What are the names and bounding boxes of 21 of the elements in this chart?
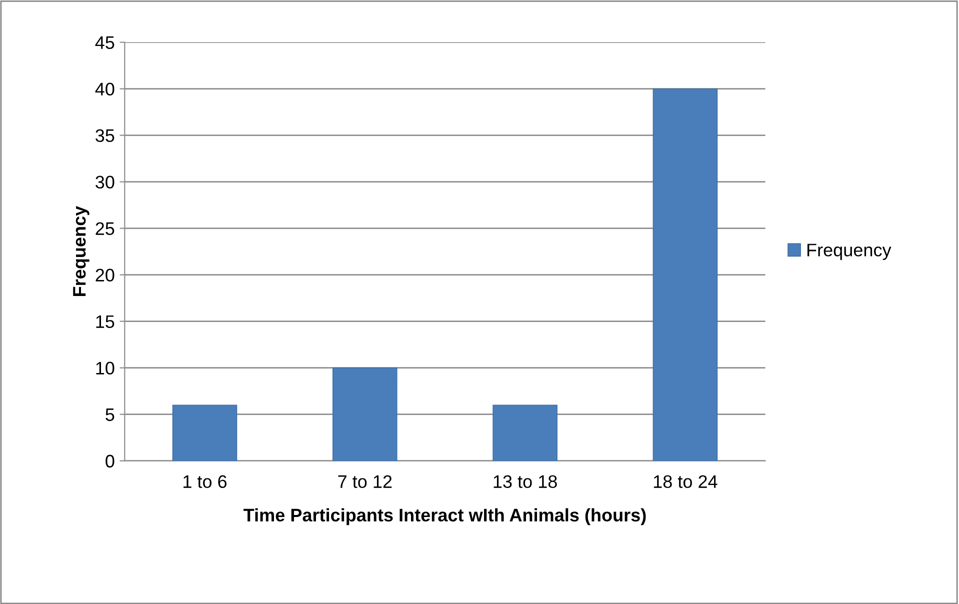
x-tick-label: 18 to 24 <box>654 475 718 488</box>
x-axis-title: Time Participants Interact wIth Animals (hours) <box>244 508 646 526</box>
y-tick-label: 45 <box>95 36 114 49</box>
bar <box>652 88 718 461</box>
y-tick-label: 20 <box>96 268 114 282</box>
y-tick-label: 0 <box>106 454 114 468</box>
bar <box>172 404 238 461</box>
x-tick-label: 1 to 6 <box>184 475 227 488</box>
bar <box>492 404 558 461</box>
x-tick-label: 13 to 18 <box>494 475 557 488</box>
y-tick-label: 5 <box>106 408 114 422</box>
y-tick-label: 15 <box>96 315 114 328</box>
y-axis-title: Frequency <box>73 206 90 296</box>
y-tick-label: 35 <box>96 129 114 142</box>
y-tick-label: 10 <box>96 362 114 375</box>
y-tick-label: 30 <box>96 176 114 189</box>
y-tick-label: 40 <box>95 82 114 96</box>
x-tick-label: 7 to 12 <box>338 475 392 488</box>
bar <box>332 367 398 461</box>
legend-label: Frequency <box>807 244 892 260</box>
y-tick-label: 25 <box>96 222 114 236</box>
